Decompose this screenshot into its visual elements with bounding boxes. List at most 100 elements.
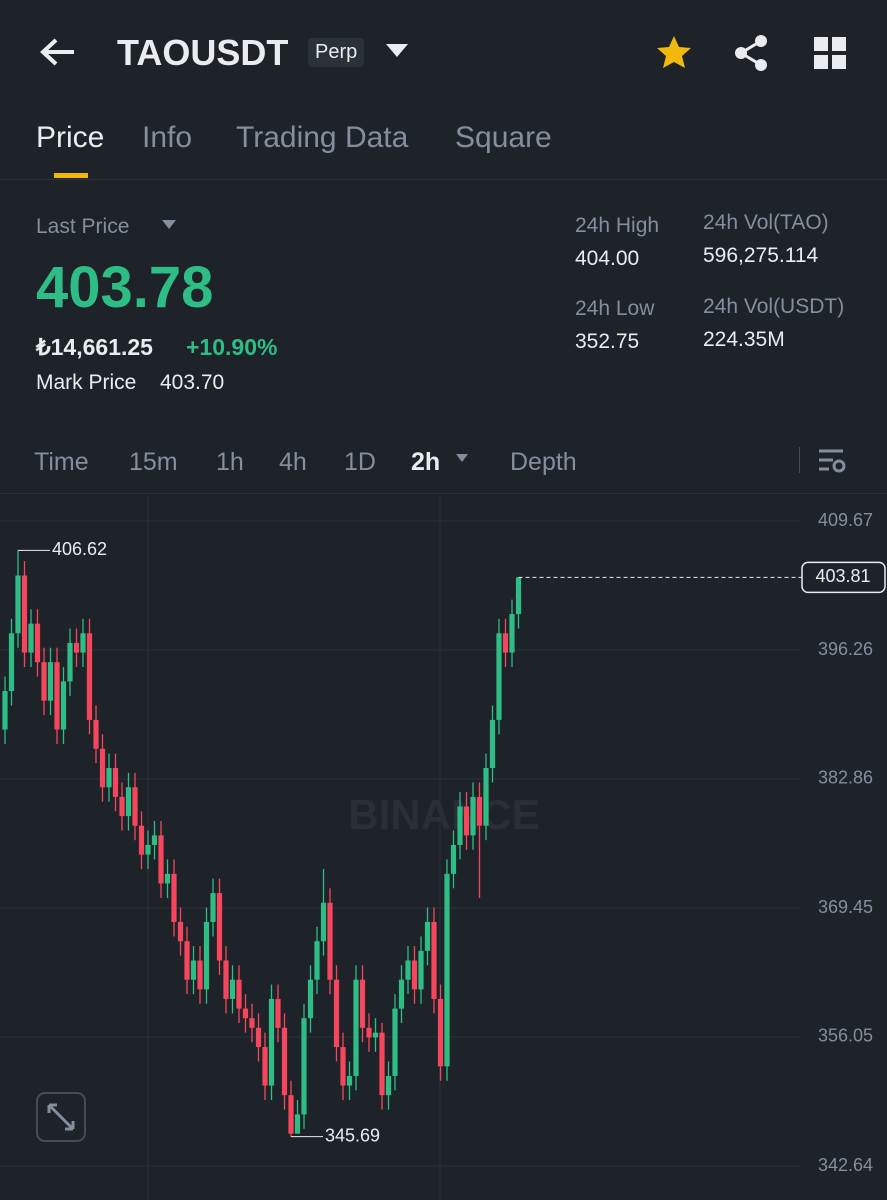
stat-label: 24h Vol(USDT): [703, 295, 845, 318]
candle-body: [138, 825, 145, 855]
y-tick-label: 342.64: [818, 1155, 873, 1175]
candle-body: [99, 748, 106, 788]
candle-body: [301, 1018, 307, 1115]
symbol-title[interactable]: TAOUSDT: [117, 32, 289, 73]
candle-body: [60, 681, 67, 730]
candle-body: [476, 796, 483, 826]
candle-body: [320, 902, 327, 942]
candle-body: [255, 1027, 262, 1048]
candle-body: [398, 979, 405, 1009]
stat-label: 24h Vol(TAO): [703, 211, 829, 234]
candle-body: [132, 787, 138, 826]
expand-button[interactable]: [36, 1092, 86, 1142]
dropdown-icon[interactable]: [386, 44, 408, 58]
candle-body: [41, 662, 47, 701]
interval-option[interactable]: Time: [34, 448, 89, 476]
tab[interactable]: Price: [36, 121, 105, 154]
candle-body: [385, 1075, 392, 1096]
share-icon[interactable]: [733, 34, 769, 72]
price-change: +10.90%: [186, 334, 278, 360]
interval-option[interactable]: 4h: [279, 448, 307, 476]
candle-body: [203, 921, 210, 990]
last-price-tag: [801, 561, 886, 594]
dropdown-icon[interactable]: [456, 454, 468, 463]
chart-settings-icon[interactable]: [817, 448, 847, 474]
candle-body: [340, 1047, 346, 1086]
min-price-label: 345.69: [325, 1125, 380, 1145]
back-button[interactable]: [38, 36, 76, 68]
interval-option[interactable]: 1h: [216, 448, 244, 476]
candle-body: [418, 950, 424, 990]
candle-body: [515, 577, 522, 615]
candle-body: [294, 1114, 301, 1134]
candle-body: [184, 941, 190, 980]
y-tick-label: 409.67: [818, 510, 873, 530]
stat-value: 352.75: [575, 330, 640, 353]
candle-body: [509, 614, 515, 653]
candle-body: [424, 921, 431, 951]
candle-body: [8, 633, 15, 692]
max-price-label: 406.62: [52, 539, 107, 559]
local-price: ₺14,661.25: [36, 334, 153, 360]
candle-body: [249, 1018, 255, 1028]
candle-body: [2, 691, 8, 730]
candle-body: [197, 960, 203, 990]
candle-body: [151, 835, 158, 845]
last-price-label: Last Price: [36, 215, 130, 238]
candle-body: [171, 873, 177, 922]
candle-body: [242, 1008, 249, 1019]
stat-label: 24h High: [575, 214, 660, 237]
candle-body: [229, 979, 236, 999]
candle-body: [125, 787, 132, 817]
candle-body: [281, 1027, 288, 1096]
tab[interactable]: Info: [142, 121, 193, 154]
candle-body: [73, 642, 80, 653]
interval-option[interactable]: 15m: [129, 448, 178, 476]
candle-body: [93, 719, 99, 749]
candle-body: [236, 979, 242, 1009]
expand-icon: [47, 1103, 75, 1131]
y-tick-label: 356.05: [818, 1026, 873, 1046]
divider: [0, 493, 887, 494]
candle-body: [489, 719, 496, 769]
interval-option[interactable]: 2h: [411, 448, 441, 476]
candle-body: [444, 873, 450, 1067]
tab[interactable]: Square: [455, 121, 552, 154]
candle-body: [54, 662, 60, 730]
candle-body: [21, 575, 28, 653]
candle-body: [275, 998, 281, 1028]
y-tick-label: 396.26: [818, 639, 873, 659]
candle-body: [359, 979, 366, 1028]
y-tick-label: 382.86: [818, 768, 873, 788]
active-tab-indicator: [54, 173, 88, 178]
candle-body: [437, 998, 444, 1067]
menu-grid-icon[interactable]: [814, 37, 848, 71]
divider: [799, 447, 800, 473]
interval-option[interactable]: 1D: [344, 448, 376, 476]
y-tick-label: 369.45: [818, 897, 873, 917]
candle-body: [314, 941, 320, 980]
candlestick-chart: BINANCE 409.67 396.26 382.86 369.45 356.05 34…: [0, 495, 886, 1200]
favorite-icon[interactable]: [655, 34, 693, 72]
candle-body: [190, 960, 197, 980]
stat-value: 224.35M: [703, 328, 785, 351]
candle-body: [288, 1095, 294, 1134]
mark-price: 403.70: [160, 371, 225, 394]
candle-body: [164, 873, 171, 884]
candle-body: [80, 633, 86, 653]
tab[interactable]: Trading Data: [236, 121, 409, 154]
candle-body: [307, 979, 314, 1019]
candle-body: [15, 575, 21, 634]
last-price-tag-label: 403.81: [815, 566, 870, 586]
candle-body: [450, 844, 457, 874]
candle-body: [327, 902, 333, 980]
candle-body: [463, 806, 470, 836]
candle-body: [47, 662, 54, 701]
candle-body: [496, 633, 502, 720]
dropdown-icon[interactable]: [162, 220, 176, 230]
candle-body: [353, 979, 359, 1076]
candle-body: [262, 1047, 268, 1086]
interval-option[interactable]: Depth: [510, 448, 577, 476]
candle-body: [223, 960, 229, 999]
